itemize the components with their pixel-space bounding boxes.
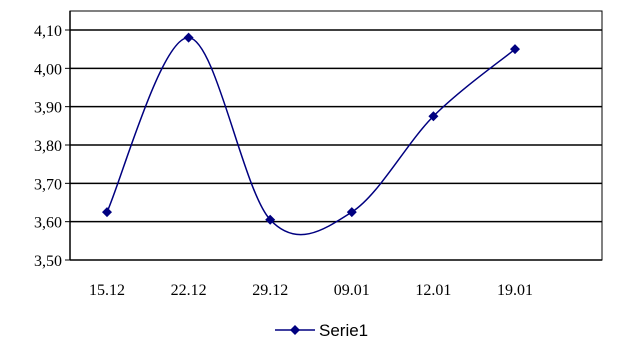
- y-tick-label: 4,00: [34, 61, 62, 78]
- data-point-marker: [428, 111, 439, 122]
- y-tick-label: 3,70: [34, 176, 62, 193]
- legend-label: Serie1: [319, 321, 368, 340]
- x-tick-label: 29.12: [252, 282, 288, 299]
- x-tick-label: 19.01: [497, 282, 533, 299]
- data-point-marker: [265, 214, 276, 225]
- x-tick-label: 22.12: [171, 282, 207, 299]
- x-tick-label: 15.12: [89, 282, 125, 299]
- y-tick-label: 3,80: [34, 138, 62, 155]
- series: [102, 32, 520, 236]
- y-tick-label: 3,90: [34, 100, 62, 117]
- series-line: [106, 36, 516, 236]
- y-tick-label: 3,50: [34, 253, 62, 270]
- legend: Serie1: [275, 321, 368, 340]
- y-tick-labels: 3,50 3,60 3,70 3,80 3,90 4,00 4,10: [34, 23, 62, 270]
- axes: [65, 10, 603, 261]
- x-tick-labels: 15.12 22.12 29.12 09.01 12.01 19.01: [89, 282, 533, 299]
- gridlines: [70, 29, 602, 223]
- legend-marker: [290, 325, 300, 335]
- x-tick-label: 12.01: [415, 282, 451, 299]
- data-point-marker: [346, 207, 357, 218]
- data-point-marker: [510, 44, 520, 55]
- y-tick-label: 3,60: [34, 215, 62, 232]
- x-tick-label: 09.01: [334, 282, 370, 299]
- data-point-marker: [183, 32, 194, 43]
- data-point-marker: [102, 207, 112, 218]
- y-tick-label: 4,10: [34, 23, 62, 40]
